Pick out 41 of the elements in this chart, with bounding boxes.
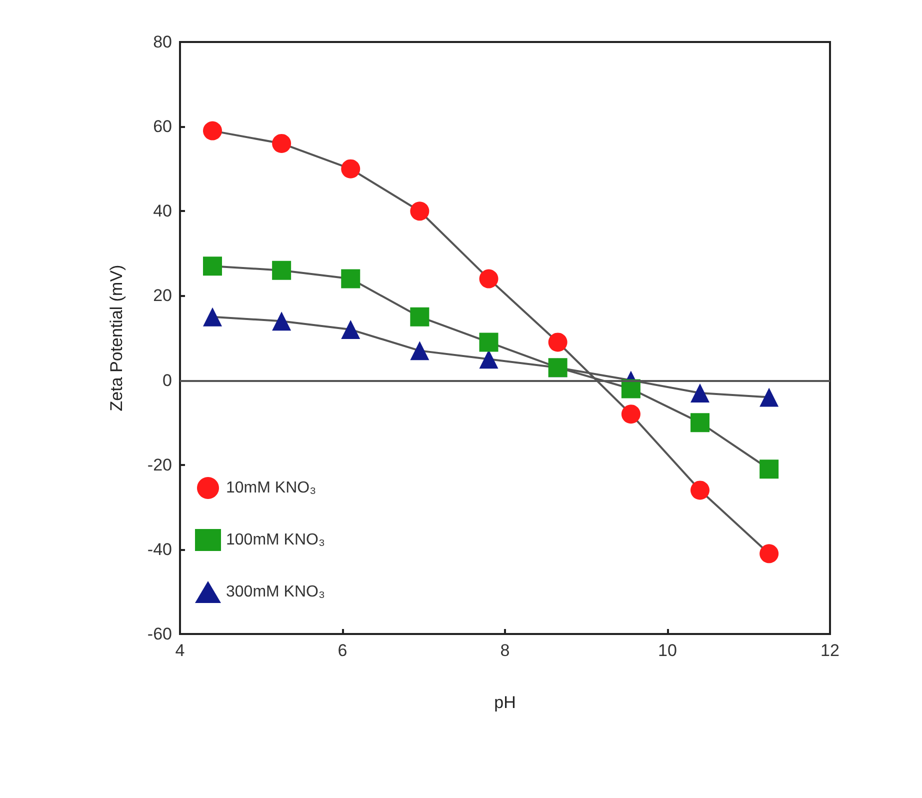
- x-tick-label: 4: [175, 641, 185, 660]
- point: [410, 341, 430, 360]
- legend-label: 100mM KNO₃: [226, 532, 325, 548]
- y-tick-label: 0: [162, 370, 172, 390]
- point: [479, 332, 498, 352]
- point: [272, 260, 292, 280]
- y-tick-label: 40: [153, 202, 172, 221]
- point: [203, 307, 222, 326]
- point: [690, 480, 710, 500]
- point: [621, 404, 640, 424]
- x-tick-label: 10: [658, 641, 677, 660]
- point: [341, 320, 360, 340]
- point: [690, 383, 710, 402]
- point: [479, 350, 498, 369]
- point: [479, 269, 498, 288]
- point: [760, 544, 779, 564]
- point: [690, 413, 710, 432]
- y-tick-label: 20: [153, 286, 172, 306]
- point: [410, 202, 430, 221]
- y-tick-label: 60: [153, 117, 172, 136]
- point: [203, 256, 222, 276]
- legend-label: 300mM KNO₃: [226, 584, 325, 600]
- x-tick-label: 12: [820, 641, 840, 660]
- point: [760, 460, 779, 479]
- x-tick-label: 8: [500, 641, 510, 660]
- point: [410, 307, 430, 326]
- point: [203, 121, 222, 140]
- y-tick-label: -20: [147, 455, 172, 474]
- x-tick-label: 6: [338, 641, 348, 660]
- point: [272, 134, 292, 153]
- point: [760, 388, 779, 407]
- x-axis-title: pH: [494, 693, 516, 712]
- y-tick-label: -40: [147, 540, 172, 559]
- point: [272, 312, 292, 331]
- y-tick-label: 80: [153, 32, 172, 52]
- point: [548, 332, 568, 352]
- legend-label: 10mM KNO₃: [226, 480, 316, 496]
- y-tick-label: -60: [147, 624, 172, 644]
- point: [341, 269, 360, 288]
- y-axis-title: Zeta Potential (mV): [107, 264, 126, 412]
- point: [341, 159, 360, 178]
